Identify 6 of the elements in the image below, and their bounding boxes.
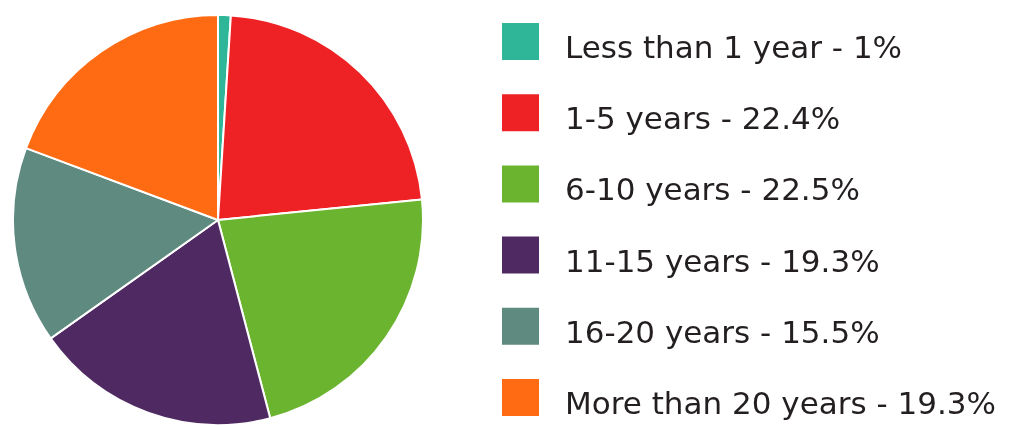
legend-label: More than 20 years - 19.3% — [565, 385, 996, 421]
legend-label: 16-20 years - 15.5% — [565, 313, 880, 350]
legend-label: Less than 1 year - 1% — [565, 29, 903, 65]
legend-label: 11-15 years - 19.3% — [565, 242, 880, 279]
legend-label: 1-5 years - 22.4% — [565, 100, 841, 137]
legend-label: 6-10 years - 22.5% — [565, 171, 860, 208]
